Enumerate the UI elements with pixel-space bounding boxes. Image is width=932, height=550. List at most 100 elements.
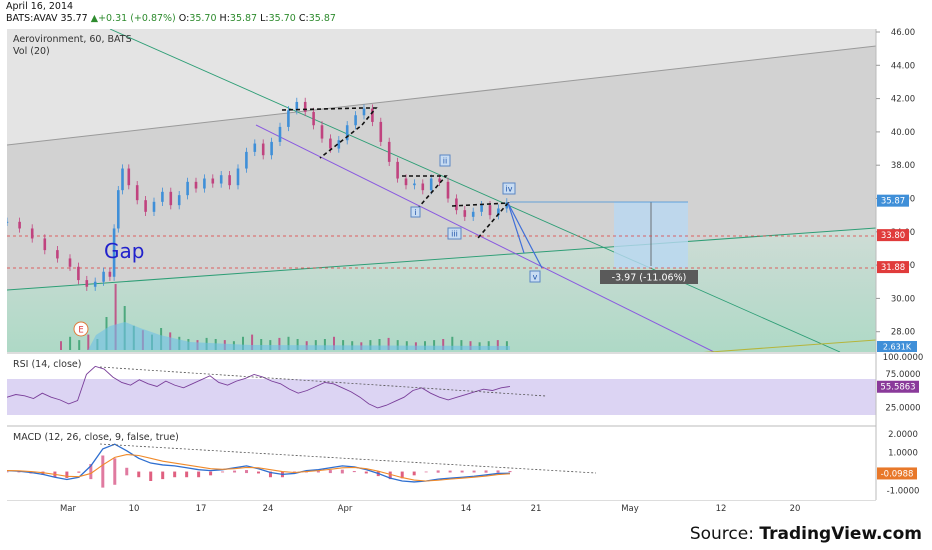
macd-histogram-bar <box>340 469 344 474</box>
candle-body <box>497 208 500 216</box>
rsi-badge: 55.5863 <box>880 383 915 393</box>
macd-histogram-bar <box>101 455 105 488</box>
time-tick: Apr <box>338 504 353 514</box>
wave-iii: iii <box>451 230 458 239</box>
rsi-tick: 75.0000 <box>885 370 920 380</box>
rsi-tick: 25.0000 <box>885 403 920 413</box>
volume-bar <box>487 341 490 350</box>
price-tick: 46.00 <box>891 28 915 38</box>
price-tick: 30.00 <box>891 294 915 304</box>
downtrend-line[interactable] <box>109 29 841 352</box>
open-value: 35.70 <box>189 13 217 24</box>
candle-body <box>261 143 265 156</box>
macd-histogram-bar <box>352 470 356 473</box>
candle-body <box>379 121 383 142</box>
source-brand: TradingView.com <box>759 524 922 544</box>
price-tick: 28.00 <box>891 328 915 338</box>
macd-histogram-bar <box>460 470 464 473</box>
time-tick: May <box>621 504 639 514</box>
candle-body <box>354 115 357 126</box>
macd-histogram-bar <box>484 470 488 473</box>
source-credit: Source: TradingView.com <box>690 524 922 544</box>
candle-body <box>404 178 408 186</box>
price-tick: 40.00 <box>891 128 915 138</box>
mid-triangle <box>402 175 448 209</box>
chart-canvas[interactable]: 46.0044.0042.0040.0038.0036.0034.0032.00… <box>0 0 932 520</box>
volume-bar <box>505 341 508 350</box>
time-tick: 14 <box>461 504 472 514</box>
candle-body <box>455 198 458 211</box>
candle-body <box>329 138 332 149</box>
macd-tick: -1.0000 <box>887 486 920 496</box>
wave-i-box <box>410 206 421 218</box>
purple-trend-line[interactable] <box>255 124 715 352</box>
volume-bar <box>269 340 272 350</box>
earnings-marker[interactable] <box>73 321 89 337</box>
macd-histogram-bar <box>185 471 189 478</box>
candle-body <box>488 205 492 216</box>
wave-ii: ii <box>443 157 447 166</box>
channel-upper-line[interactable] <box>7 45 876 146</box>
rsi-line <box>7 365 511 409</box>
macd-histogram-bar <box>508 470 512 473</box>
candle-body <box>127 168 131 186</box>
time-tick: 17 <box>196 504 207 514</box>
macd-histogram-bar <box>424 471 428 473</box>
volume-bar <box>87 334 90 350</box>
candle-body <box>7 221 9 223</box>
macd-histogram-bar <box>125 467 129 476</box>
price-badge: 35.87 <box>881 197 905 207</box>
macd-histogram-bar <box>89 464 93 480</box>
volume-bar <box>296 339 299 350</box>
volume-bar <box>287 336 290 350</box>
candle-body <box>102 271 105 282</box>
macd-histogram-bar <box>436 470 440 473</box>
chart-title: Aerovironment, 60, BATS <box>13 34 132 45</box>
volume-bar <box>396 340 399 350</box>
time-tick: 24 <box>263 504 274 514</box>
high-value: 35.87 <box>229 13 258 24</box>
wave-ii-box <box>439 154 451 167</box>
candle-body <box>253 143 257 152</box>
candle-body <box>362 108 366 116</box>
candle-body <box>161 191 164 202</box>
volume-bar <box>387 337 390 350</box>
candle-body <box>121 168 124 191</box>
candle-body <box>177 195 181 206</box>
rsi-badge-box <box>877 380 919 393</box>
macd-histogram-bar <box>364 471 368 474</box>
arrow-2 <box>507 202 543 269</box>
macd-histogram-bar <box>388 471 392 480</box>
price-badge: 33.80 <box>881 231 905 241</box>
candle-body <box>287 110 290 127</box>
macd-histogram-bar <box>209 471 213 476</box>
close-value: 35.87 <box>308 13 336 24</box>
open-label: O: <box>178 13 190 24</box>
volume-bar <box>278 337 281 350</box>
price-tick: 42.00 <box>891 95 915 105</box>
price-badge: 31.88 <box>881 263 905 273</box>
macd-pane[interactable] <box>7 428 876 500</box>
macd-histogram-bar <box>328 470 332 474</box>
price-badge-box <box>877 194 909 207</box>
volume-bar <box>405 341 408 350</box>
candle-body <box>108 271 112 277</box>
volume-bar <box>369 340 372 350</box>
macd-histogram-bar <box>173 471 177 478</box>
rsi-band <box>7 379 876 415</box>
candle-body <box>18 221 21 229</box>
macd-histogram-bar <box>137 471 141 478</box>
candle-body <box>236 168 240 186</box>
macd-histogram-bar <box>233 470 237 473</box>
macd-histogram-bar <box>245 470 249 474</box>
symbol-label: BATS:AVAV <box>6 13 58 24</box>
macd-histogram-bar <box>41 471 45 475</box>
volume-bar <box>69 336 72 350</box>
candle-body <box>194 181 198 189</box>
quote-line: BATS:AVAV 35.77 ▲+0.31 (+0.87%) O:35.70 … <box>6 13 336 24</box>
volume-bar <box>496 340 499 350</box>
channel-lower-line[interactable] <box>7 227 876 291</box>
candle-body <box>43 238 47 251</box>
low-label: L: <box>260 13 269 24</box>
macd-histogram-bar <box>257 471 260 474</box>
